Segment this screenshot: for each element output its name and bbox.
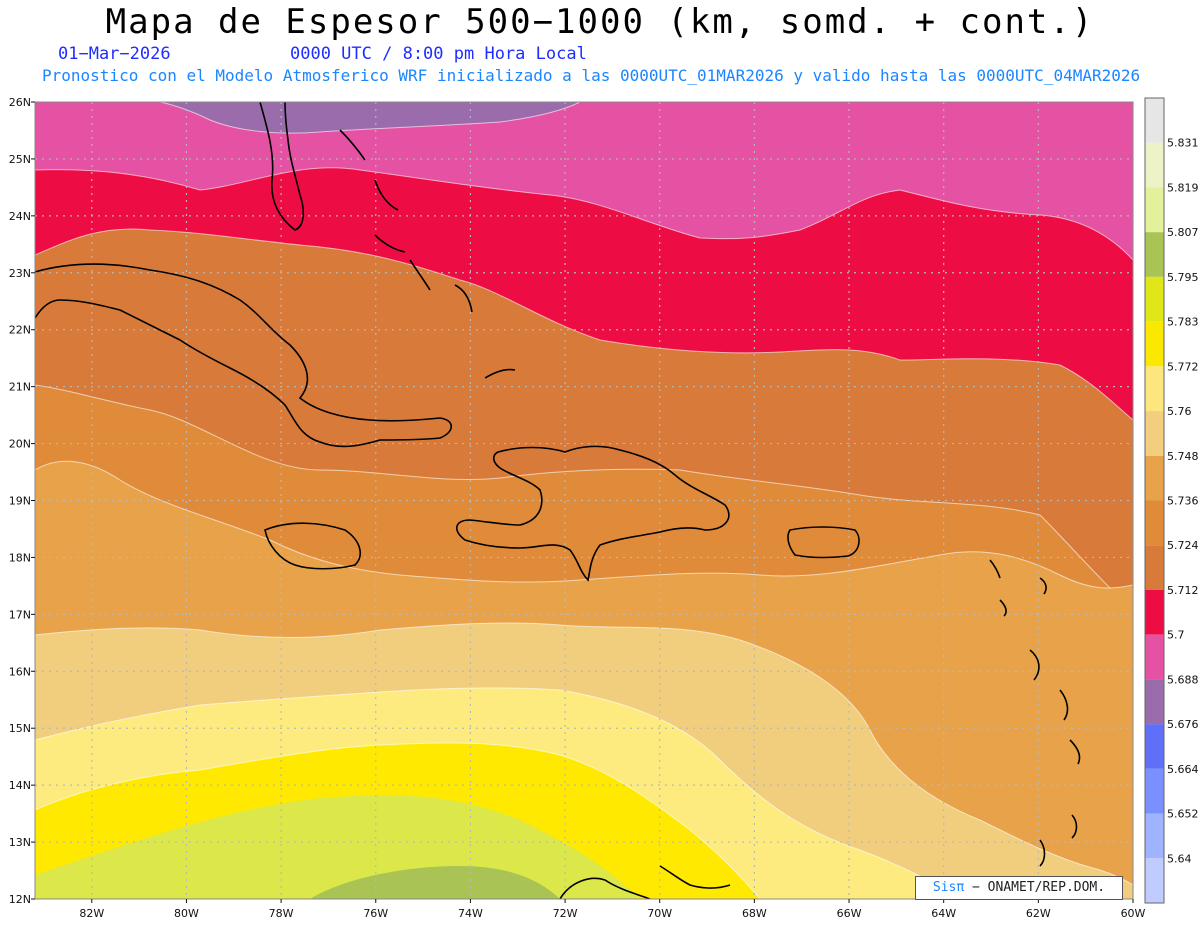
colorbar-level-label: 5.831 xyxy=(1167,137,1199,150)
lat-tick-label: 24N xyxy=(9,210,31,223)
lat-lon-grid xyxy=(35,102,1134,899)
forecast-description: Pronostico con el Modelo Atmosferico WRF… xyxy=(42,66,1141,85)
colorbar-swatch xyxy=(1145,142,1164,188)
lat-tick-label: 16N xyxy=(9,665,31,678)
colorbar-level-label: 5.724 xyxy=(1167,539,1199,552)
colorbar-swatch xyxy=(1145,366,1164,412)
lat-tick-label: 25N xyxy=(9,153,31,166)
lon-tick-label: 64W xyxy=(931,907,956,920)
coastline-south-america xyxy=(559,865,731,899)
coastline-cuba xyxy=(35,263,453,448)
colorbar-swatch xyxy=(1145,411,1164,456)
coastline-lesser-antilles xyxy=(989,559,1081,867)
colorbar-level-label: 5.748 xyxy=(1167,450,1199,463)
colorbar-level-label: 5.76 xyxy=(1167,405,1192,418)
credit-text: − ONAMET/REP.DOM. xyxy=(972,880,1106,895)
lon-tick-label: 72W xyxy=(553,907,578,920)
lon-tick-label: 80W xyxy=(174,907,199,920)
colorbar-swatch xyxy=(1145,321,1164,367)
thickness-bands xyxy=(35,102,1133,899)
band-5688 xyxy=(35,102,1133,261)
forecast-date: 01−Mar−2026 xyxy=(58,44,171,64)
lat-tick-label: 22N xyxy=(9,324,31,337)
lon-tick-label: 60W xyxy=(1121,907,1146,920)
colorbar-swatch xyxy=(1145,679,1164,725)
lon-tick-label: 68W xyxy=(742,907,767,920)
map-title: Mapa de Espesor 500−1000 (km, somd. + co… xyxy=(105,2,1095,42)
colorbar-level-label: 5.64 xyxy=(1167,852,1192,865)
coastline-jamaica xyxy=(264,522,361,570)
colorbar-level-label: 5.819 xyxy=(1167,181,1199,194)
coastlines xyxy=(35,102,1081,899)
colorbar-level-label: 5.7 xyxy=(1167,629,1185,642)
colorbar-level-label: 5.783 xyxy=(1167,316,1199,329)
colorbar-swatch xyxy=(1145,634,1164,680)
lat-tick-label: 26N xyxy=(9,96,31,109)
colorbar-level-label: 5.772 xyxy=(1167,360,1199,373)
colorbar-swatch xyxy=(1145,232,1164,277)
lat-tick-label: 17N xyxy=(9,608,31,621)
colorbar-level-label: 5.712 xyxy=(1167,584,1199,597)
colorbar-swatch xyxy=(1145,276,1164,322)
band-5676 xyxy=(35,102,581,134)
colorbar: 5.831 5.819 5.807 5.795 5.783 5.772 5.76 5.748 5… xyxy=(1144,97,1199,904)
colorbar-swatch xyxy=(1145,545,1164,590)
coastline-bahamas xyxy=(339,129,516,379)
colorbar-swatch xyxy=(1145,589,1164,635)
forecast-time: 0000 UTC / 8:00 pm Hora Local xyxy=(290,44,587,64)
lat-tick-label: 12N xyxy=(9,893,31,906)
credit-box: Sisπ − ONAMET/REP.DOM. xyxy=(915,876,1123,900)
lat-tick-label: 21N xyxy=(9,381,31,394)
colorbar-level-label: 5.736 xyxy=(1167,495,1199,508)
colorbar-swatch xyxy=(1145,858,1164,903)
colorbar-level-label: 5.807 xyxy=(1167,226,1199,239)
colorbar-level-label: 5.652 xyxy=(1167,808,1199,821)
lat-tick-label: 15N xyxy=(9,722,31,735)
lon-tick-label: 70W xyxy=(647,907,672,920)
colorbar-swatch xyxy=(1145,187,1164,233)
colorbar-swatch xyxy=(1145,98,1164,143)
lat-tick-label: 13N xyxy=(9,836,31,849)
colorbar-level-label: 5.664 xyxy=(1167,763,1199,776)
lon-tick-label: 66W xyxy=(837,907,862,920)
lat-tick-label: 20N xyxy=(9,438,31,451)
colorbar-level-label: 5.688 xyxy=(1167,673,1199,686)
coastline-puerto-rico xyxy=(787,526,860,559)
lat-tick-label: 14N xyxy=(9,779,31,792)
coastline-hispaniola xyxy=(456,445,730,582)
colorbar-swatch xyxy=(1145,500,1164,546)
lat-tick-label: 19N xyxy=(9,495,31,508)
colorbar-swatch xyxy=(1145,455,1164,501)
colorbar-swatch xyxy=(1145,768,1164,814)
coastline-florida xyxy=(259,102,305,231)
band-5807 xyxy=(310,866,560,899)
colorbar-level-label: 5.676 xyxy=(1167,718,1199,731)
lat-tick-label: 23N xyxy=(9,267,31,280)
lon-tick-label: 62W xyxy=(1026,907,1051,920)
sispi-logo: Sisπ xyxy=(932,880,965,895)
colorbar-swatch xyxy=(1145,724,1164,769)
lon-tick-label: 76W xyxy=(363,907,388,920)
axis-labels: 26N 25N 24N 23N 22N 21N 20N 19N 18N 17N 16N 15N 14N 1… xyxy=(9,96,1146,920)
lon-tick-label: 82W xyxy=(79,907,104,920)
lon-tick-label: 74W xyxy=(458,907,483,920)
colorbar-level-label: 5.795 xyxy=(1167,271,1199,284)
lon-tick-label: 78W xyxy=(269,907,294,920)
lat-tick-label: 18N xyxy=(9,551,31,564)
colorbar-swatch xyxy=(1145,813,1164,859)
